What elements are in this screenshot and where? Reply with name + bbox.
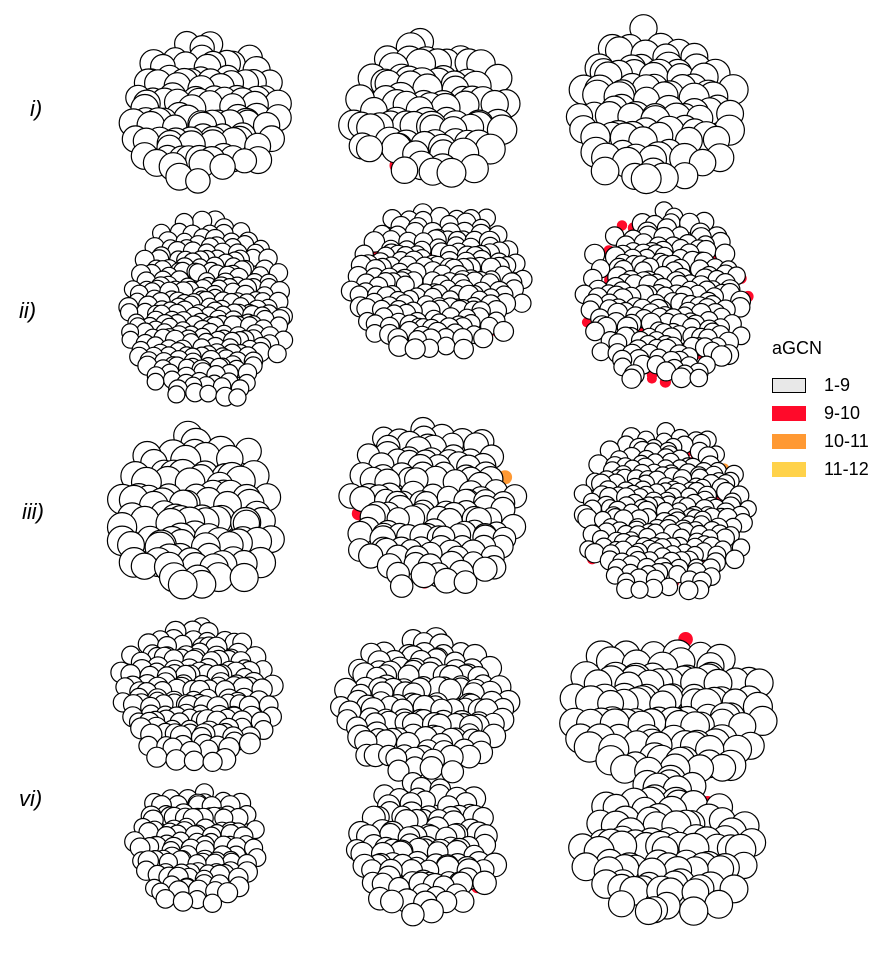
atom bbox=[630, 163, 662, 195]
atom bbox=[202, 751, 223, 773]
atom bbox=[679, 896, 709, 926]
legend-swatch-9-10 bbox=[772, 405, 806, 421]
cluster-ii-2 bbox=[340, 203, 533, 360]
atom bbox=[436, 336, 456, 356]
atom bbox=[634, 897, 663, 926]
atom bbox=[231, 148, 258, 174]
atom bbox=[630, 580, 649, 599]
atom bbox=[404, 338, 426, 360]
high-gcn-site bbox=[646, 373, 657, 384]
row-label-i: i) bbox=[30, 96, 43, 121]
atom bbox=[453, 338, 474, 360]
atom bbox=[146, 372, 165, 391]
cluster-vi-1-bottom bbox=[124, 783, 267, 914]
cluster-vi-3-bottom bbox=[568, 769, 767, 926]
atom bbox=[440, 760, 465, 784]
atom bbox=[217, 882, 239, 904]
atom bbox=[724, 549, 745, 570]
atom bbox=[390, 156, 419, 184]
atom bbox=[267, 344, 287, 364]
atom bbox=[401, 902, 425, 927]
atom bbox=[671, 367, 692, 389]
atom bbox=[473, 328, 494, 349]
legend-label-1-9: 1-9 bbox=[824, 374, 851, 395]
cluster-ii-3 bbox=[574, 201, 754, 389]
atom bbox=[585, 321, 605, 342]
atom bbox=[453, 570, 478, 594]
legend-swatch-10-11 bbox=[772, 433, 806, 449]
atom bbox=[389, 574, 414, 598]
atom bbox=[419, 756, 444, 780]
cluster-vi-2-top bbox=[330, 627, 521, 784]
atom bbox=[130, 552, 159, 580]
row-label-vi: vi) bbox=[19, 786, 43, 811]
legend-swatch-1-9 bbox=[772, 377, 806, 393]
atom bbox=[380, 889, 404, 914]
cluster-iii-1 bbox=[106, 420, 285, 600]
cluster-i-1 bbox=[118, 30, 292, 194]
atom bbox=[410, 561, 437, 589]
cluster-iii-2 bbox=[338, 416, 528, 598]
atom bbox=[228, 388, 247, 407]
atom bbox=[689, 368, 709, 388]
cluster-i-3 bbox=[565, 14, 749, 195]
atom bbox=[472, 870, 497, 896]
atom bbox=[146, 746, 168, 768]
atom bbox=[704, 889, 734, 919]
atom bbox=[591, 342, 611, 362]
atom bbox=[607, 890, 636, 918]
atom bbox=[229, 562, 259, 593]
atom bbox=[678, 580, 699, 601]
legend-label-9-10: 9-10 bbox=[824, 402, 861, 423]
atom bbox=[155, 889, 176, 909]
atom bbox=[202, 893, 223, 914]
atom bbox=[387, 759, 410, 782]
cluster-i-2 bbox=[338, 27, 521, 188]
atom bbox=[165, 749, 187, 771]
cluster-ii-1 bbox=[118, 210, 294, 407]
atom bbox=[167, 569, 198, 600]
atom bbox=[590, 156, 620, 186]
row-label-ii: ii) bbox=[19, 298, 37, 323]
row-label-iii: iii) bbox=[22, 499, 44, 524]
atom bbox=[472, 556, 498, 582]
atom bbox=[710, 345, 733, 367]
atom bbox=[238, 732, 261, 755]
atom bbox=[199, 384, 218, 403]
atom bbox=[621, 368, 642, 389]
legend-label-11-12: 11-12 bbox=[824, 458, 869, 479]
cluster-vi-1-top bbox=[110, 617, 284, 773]
legend-item-1-9: 1-9 bbox=[772, 371, 892, 399]
cluster-vi-2-bottom bbox=[345, 771, 508, 927]
atom bbox=[167, 385, 186, 404]
atom bbox=[436, 157, 467, 188]
atom bbox=[355, 135, 384, 163]
legend-item-10-11: 10-11 bbox=[772, 427, 892, 455]
legend-title: aGCN bbox=[772, 338, 823, 358]
cluster-iii-3 bbox=[573, 422, 757, 601]
atom bbox=[185, 168, 211, 194]
legend-item-11-12: 11-12 bbox=[772, 455, 892, 483]
legend-swatch-11-12 bbox=[772, 461, 806, 477]
legend: aGCN 1-9 9-10 10-11 11-12 bbox=[772, 338, 892, 483]
legend-label-10-11: 10-11 bbox=[824, 430, 869, 451]
atom bbox=[493, 320, 515, 342]
atom bbox=[209, 153, 236, 180]
legend-item-9-10: 9-10 bbox=[772, 399, 892, 427]
atom bbox=[183, 750, 205, 772]
atom bbox=[172, 891, 194, 912]
